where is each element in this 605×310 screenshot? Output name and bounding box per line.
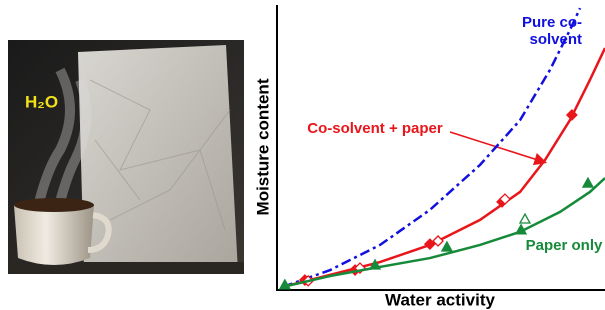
series-label: Paper only [524,237,604,254]
data-point [520,214,530,223]
series-label: Co-solvent + paper [300,120,450,137]
photo-label: H₂O [25,92,58,111]
photo: H₂O [8,40,244,274]
y-axis-label: Moisture content [253,78,272,215]
x-axis-label: Water activity [385,290,495,309]
data-point [583,178,593,187]
data-point [442,242,452,251]
series-label: Pure co-solvent [498,14,582,48]
page: H₂O Water activity Moisture content (() … [0,0,605,310]
